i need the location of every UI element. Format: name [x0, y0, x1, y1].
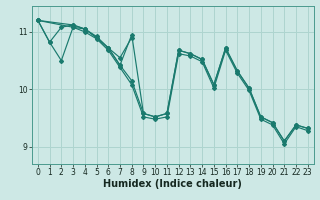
- X-axis label: Humidex (Indice chaleur): Humidex (Indice chaleur): [103, 179, 242, 189]
